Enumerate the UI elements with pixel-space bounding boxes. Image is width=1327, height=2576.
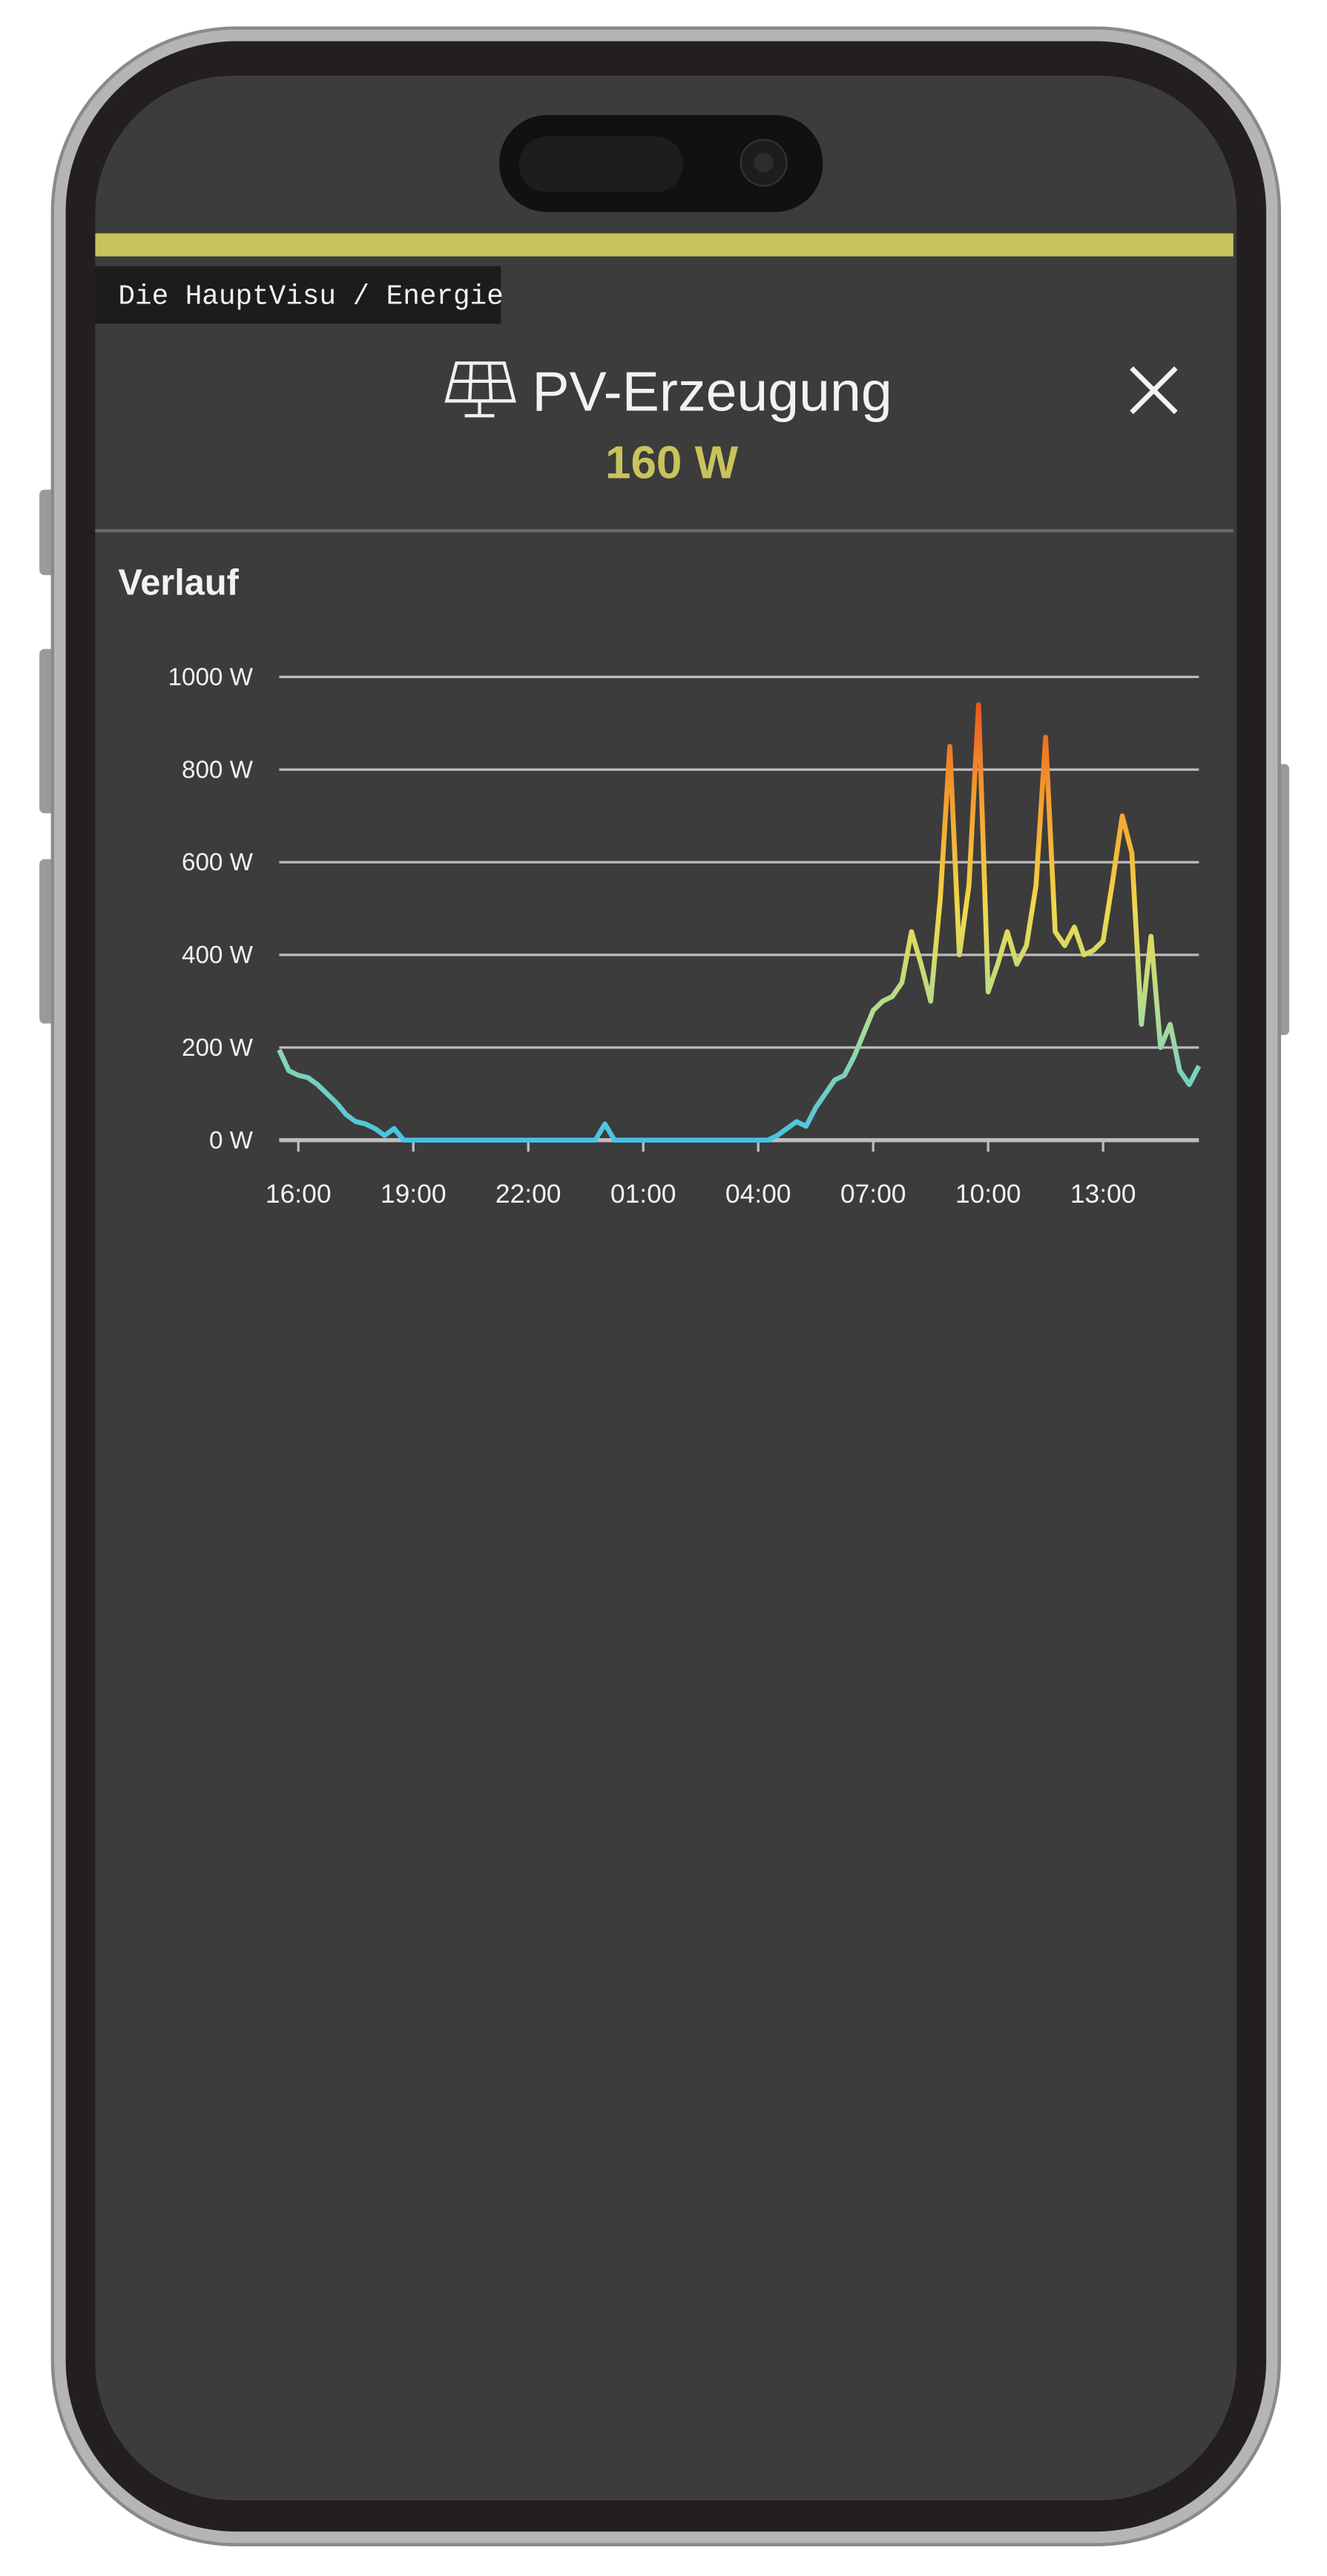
data-line [277,702,1202,1143]
screen [95,75,1237,2501]
close-button[interactable] [1130,366,1178,415]
x-tick-label: 16:00 [266,1179,332,1209]
breadcrumb: Die HauptVisu / Energie [118,282,503,313]
y-tick-label: 600 W [182,849,254,876]
current-value: 160 W [605,437,739,488]
dialog-title: PV-Erzeugung [532,361,892,423]
x-tick-label: 10:00 [955,1179,1021,1209]
x-tick-label: 07:00 [840,1179,906,1209]
breadcrumb-box [95,266,501,324]
x-tick-label: 04:00 [725,1179,791,1209]
y-tick-label: 0 W [209,1127,254,1154]
accent-bar [95,233,1234,257]
y-tick-label: 400 W [182,942,254,969]
x-tick-label: 01:00 [610,1179,676,1209]
y-tick-label: 1000 W [168,663,254,691]
camera-lens [754,153,774,173]
x-tick-label: 19:00 [381,1179,447,1209]
x-tick-label: 22:00 [495,1179,562,1209]
chart: 0 W 200 W 400 W 600 W 800 W 1000 W 16:00 19:00 2… [168,663,1202,1209]
solar-icon [444,361,516,418]
sensor [518,136,684,193]
x-tick-label: 13:00 [1070,1179,1136,1209]
y-tick-label: 200 W [182,1034,254,1062]
section-title: Verlauf [118,563,239,603]
y-tick-label: 800 W [182,756,254,783]
